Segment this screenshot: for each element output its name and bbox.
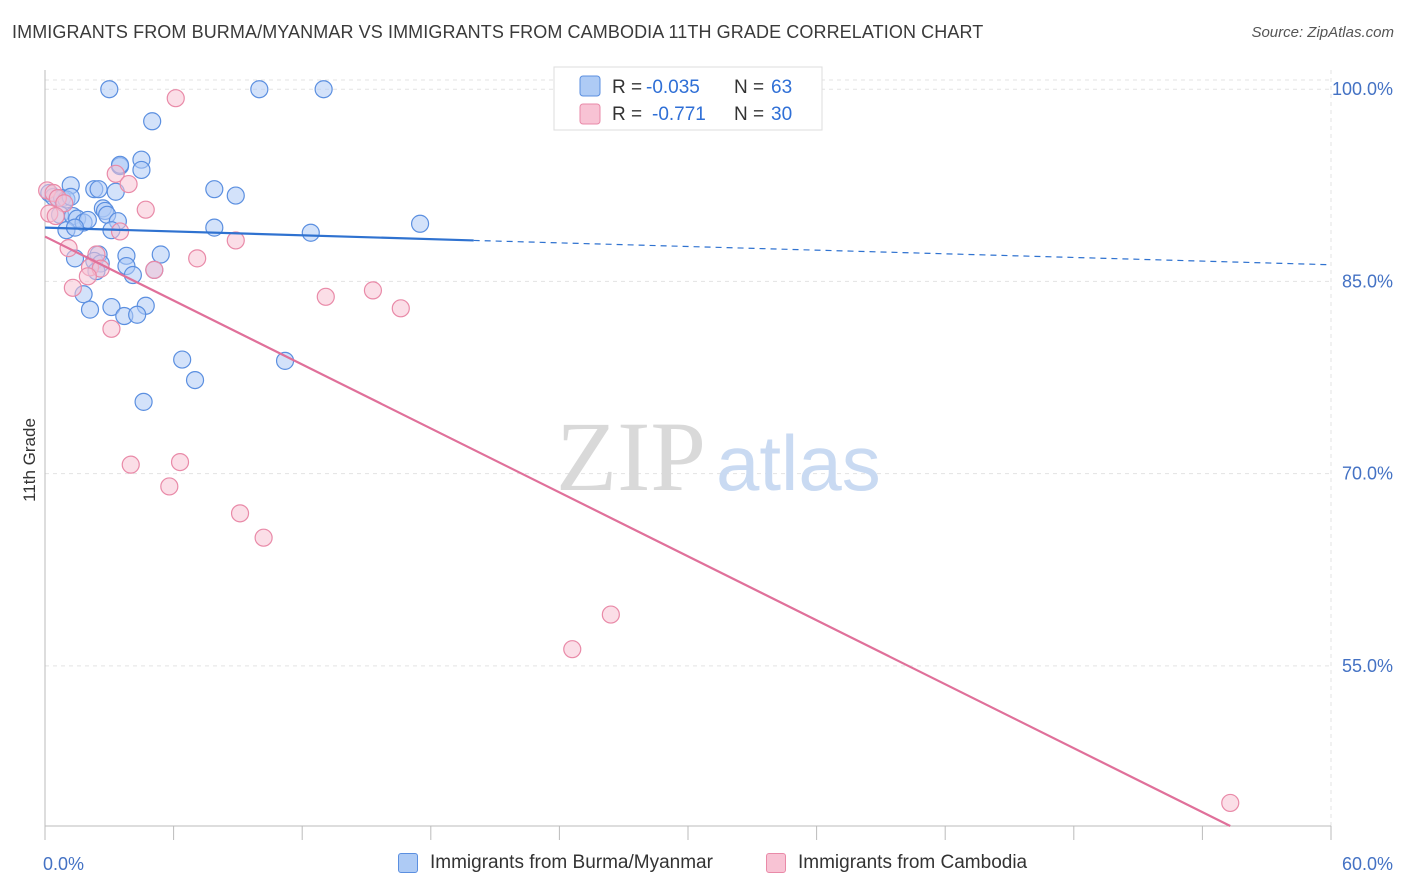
point-cambodia [1221, 793, 1240, 813]
y-axis-title: 11th Grade [20, 418, 39, 502]
legend-item-burma[interactable]: Immigrants from Burma/Myanmar [398, 852, 713, 874]
legend-swatch-burma [579, 75, 601, 97]
point-cambodia [226, 231, 245, 250]
trend-lines [44, 226, 1332, 827]
point-burma [173, 350, 192, 369]
point-cambodia [170, 452, 190, 472]
legend-r-value-cambodia: -0.771 [652, 104, 706, 125]
source-attribution: Source: ZipAtlas.com [1251, 24, 1394, 41]
point-cambodia [136, 200, 155, 219]
point-burma [410, 214, 430, 233]
point-burma [128, 305, 147, 324]
point-cambodia [55, 194, 74, 213]
point-cambodia [391, 299, 410, 318]
legend-swatch-cambodia-bottom [766, 853, 786, 873]
point-burma [102, 297, 121, 317]
legend-label-burma: Immigrants from Burma/Myanmar [430, 852, 713, 873]
point-cambodia [46, 206, 65, 226]
point-burma [314, 80, 333, 99]
legend-r-label-cambodia: R = [612, 104, 642, 125]
legend-r-value-burma: -0.035 [646, 77, 700, 98]
point-cambodia [121, 455, 140, 474]
x-tick-label-max: 60.0% [1342, 854, 1393, 874]
point-cambodia [316, 287, 335, 306]
point-cambodia [601, 605, 620, 624]
point-cambodia [63, 278, 82, 297]
watermark-zip: ZIP [556, 401, 706, 512]
y-tick-label: 85.0% [1342, 271, 1393, 291]
point-burma [132, 160, 151, 180]
legend-swatch-cambodia [579, 103, 601, 125]
point-cambodia [160, 477, 179, 496]
point-cambodia [363, 281, 383, 300]
trend-line-burma-extension [473, 239, 1332, 266]
legend-swatch-burma-bottom [398, 853, 418, 873]
watermark: ZIP atlas [556, 401, 881, 512]
point-burma [80, 300, 100, 319]
point-cambodia [145, 260, 164, 279]
point-burma [301, 223, 320, 242]
point-burma [205, 180, 224, 199]
legend-n-label-cambodia: N = [734, 104, 764, 125]
trend-line-burma [44, 226, 474, 242]
point-cambodia [106, 164, 125, 183]
trend-line-cambodia [44, 235, 1231, 827]
y-tick-label: 70.0% [1342, 464, 1393, 484]
watermark-atlas: atlas [716, 419, 881, 507]
y-tick-label: 55.0% [1342, 656, 1393, 676]
point-cambodia [166, 89, 185, 108]
legend-box: R = -0.035 N = 63 R = -0.771 N = 30 [553, 66, 823, 131]
legend-n-value-cambodia: 30 [771, 104, 792, 125]
point-cambodia [78, 267, 97, 286]
legend-label-cambodia: Immigrants from Cambodia [798, 852, 1028, 873]
point-cambodia [102, 319, 121, 338]
point-cambodia [188, 249, 207, 268]
point-burma [185, 370, 205, 390]
point-burma [151, 245, 170, 264]
point-cambodia [119, 174, 138, 194]
point-cambodia [110, 222, 130, 241]
series-cambodia-points [38, 89, 1240, 813]
point-cambodia [254, 528, 273, 547]
y-tick-label: 100.0% [1332, 79, 1393, 99]
legend-item-cambodia[interactable]: Immigrants from Cambodia [766, 852, 1027, 874]
point-cambodia [563, 640, 582, 659]
x-tick-label-min: 0.0% [43, 854, 84, 874]
legend-n-label-burma: N = [734, 77, 764, 98]
x-tick-labels: 0.0% 60.0% [43, 854, 1393, 874]
point-burma [100, 80, 119, 99]
point-burma [143, 112, 162, 131]
point-burma [226, 186, 245, 205]
point-burma [134, 392, 153, 411]
y-tick-labels: 100.0% 85.0% 70.0% 55.0% [1332, 79, 1393, 676]
chart-title: IMMIGRANTS FROM BURMA/MYANMAR VS IMMIGRA… [12, 22, 984, 42]
bottom-legend: Immigrants from Burma/Myanmar Immigrants… [0, 852, 1406, 878]
point-burma [250, 80, 269, 99]
legend-r-label-burma: R = [612, 77, 642, 98]
legend-n-value-burma: 63 [771, 77, 792, 98]
point-cambodia [230, 504, 250, 523]
point-burma [89, 180, 108, 199]
